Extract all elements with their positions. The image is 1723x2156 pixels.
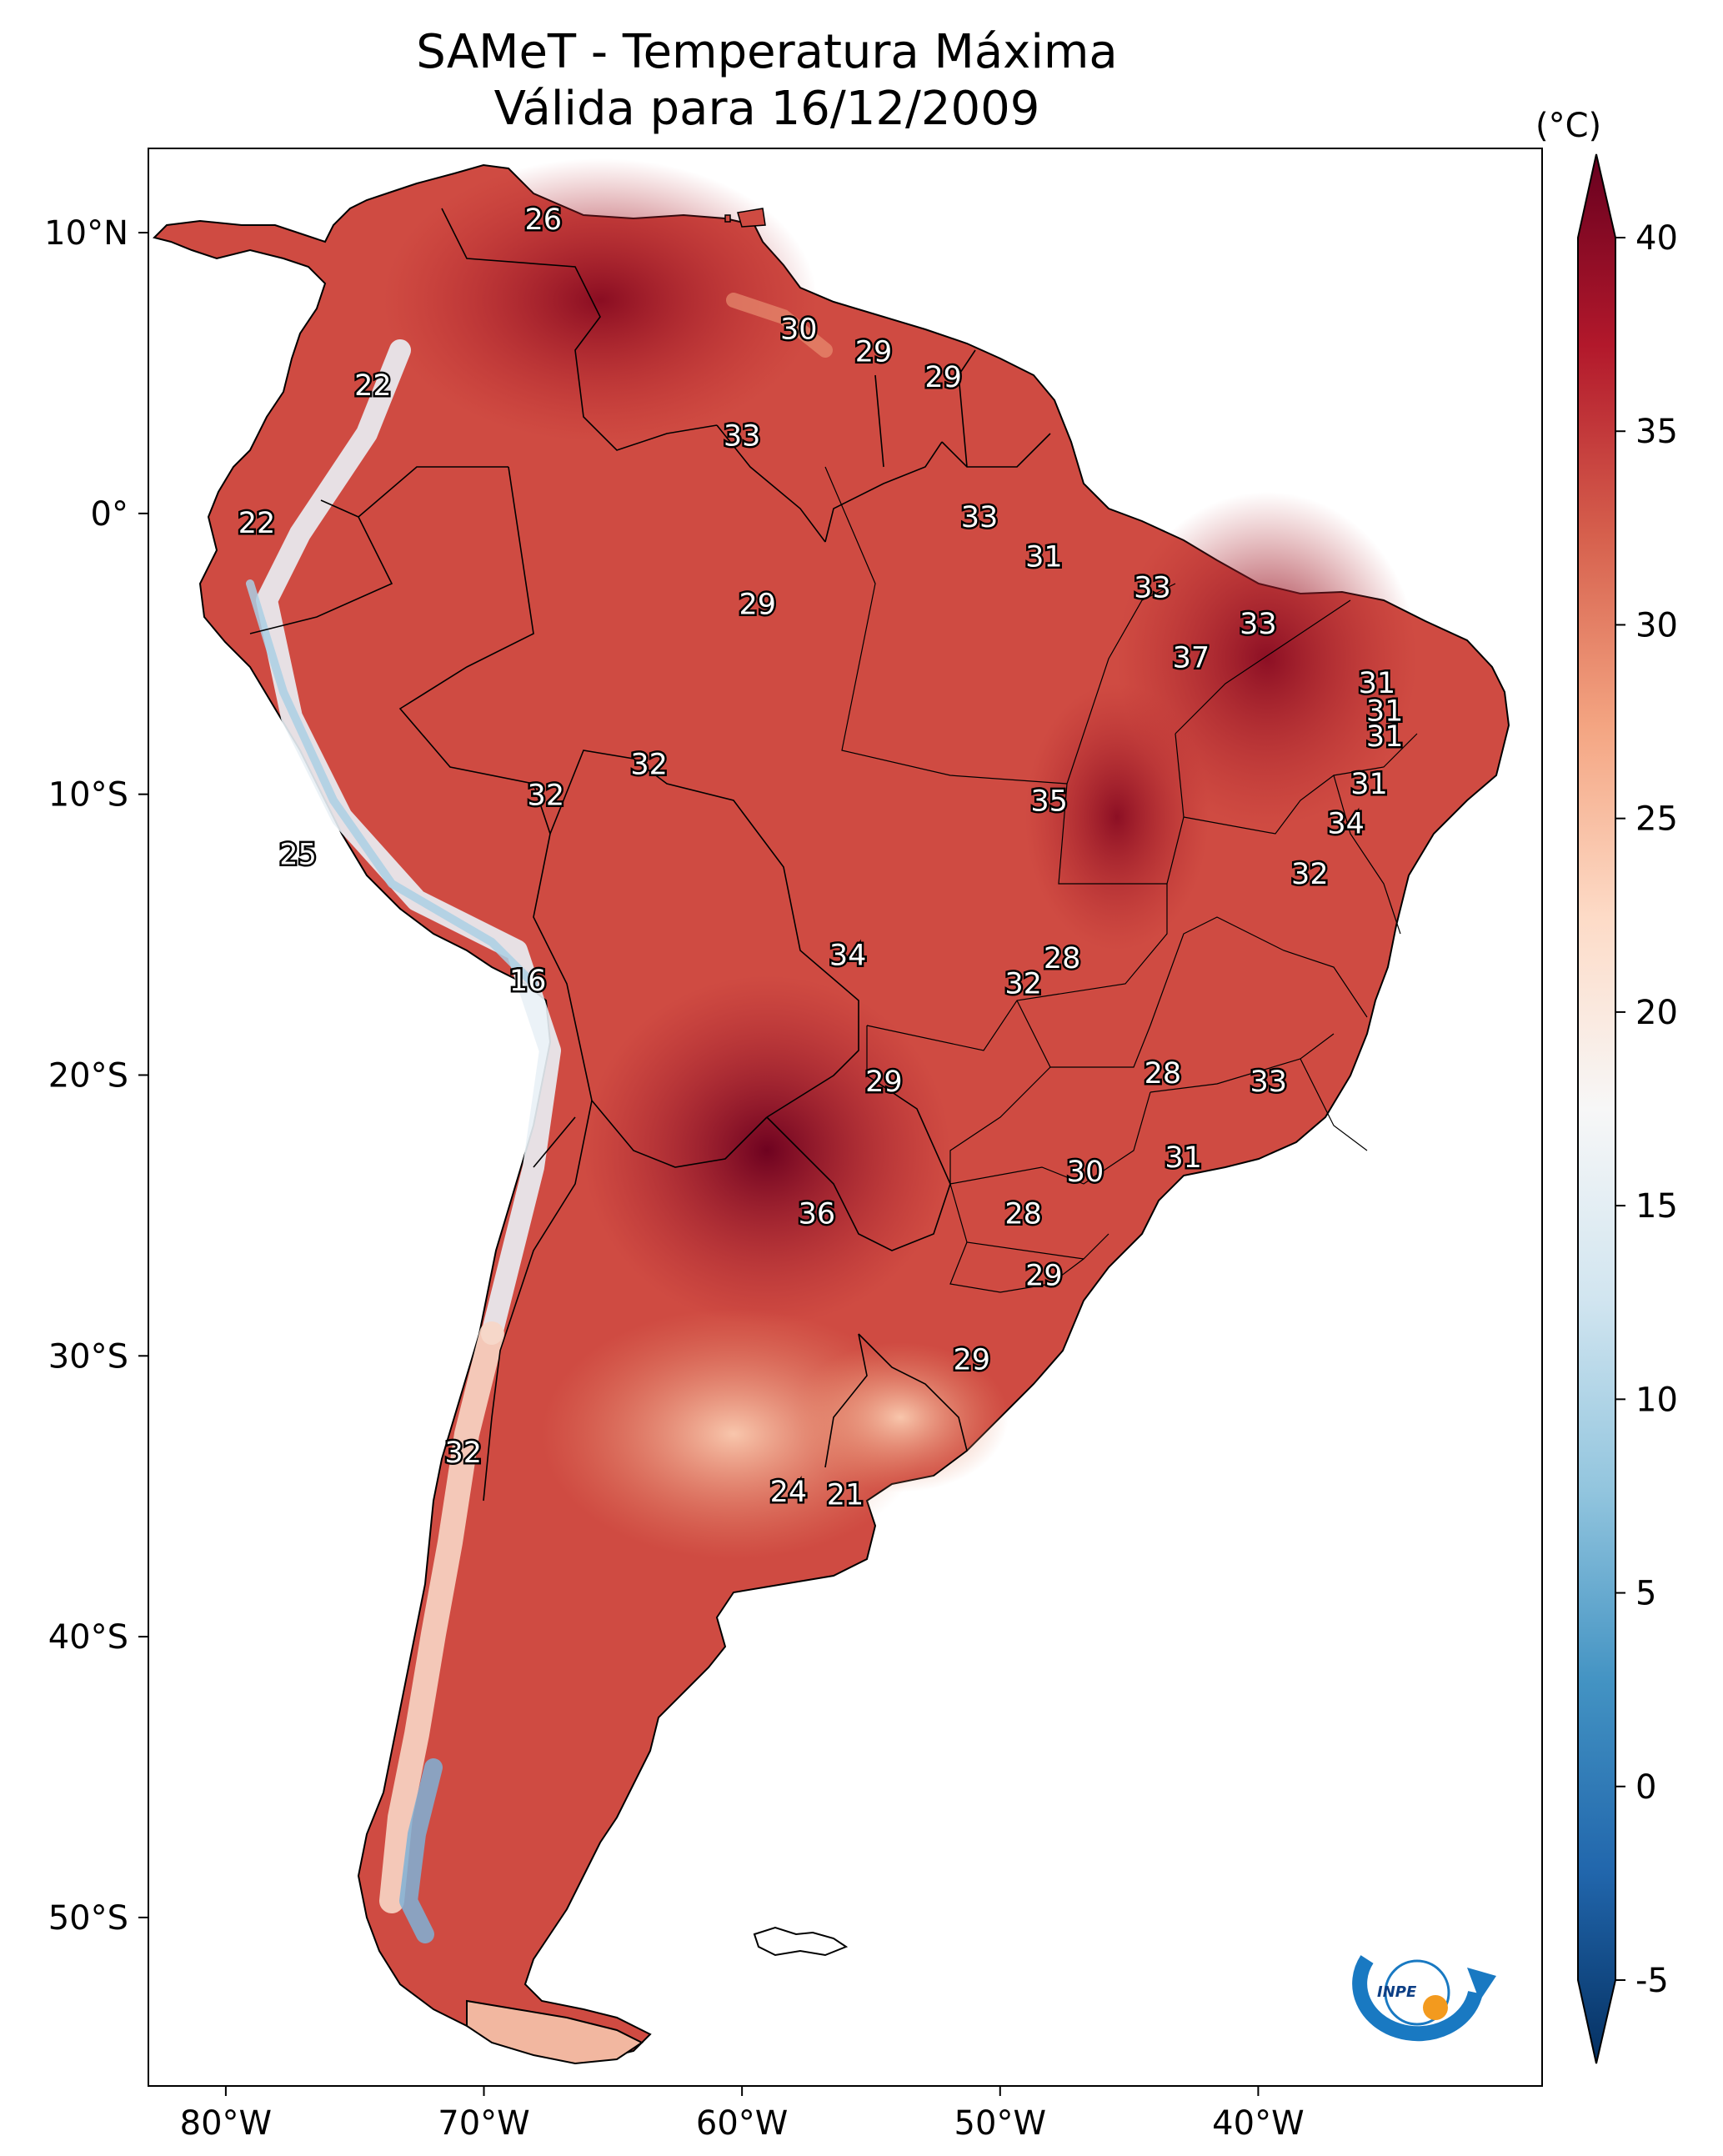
lat-label: 0° (91, 495, 128, 534)
colorbar-tick-label: 25 (1635, 800, 1678, 839)
lat-label: 10°S (48, 776, 128, 815)
lat-label: 50°S (48, 1899, 128, 1938)
contour-label: 28 (1144, 1057, 1182, 1091)
colorbar: 40 35 30 25 20 15 10 5 0 -5 (1577, 153, 1678, 2064)
colorbar-tick-label: 15 (1635, 1187, 1678, 1226)
caribbean-islands (724, 208, 766, 228)
contour-label: 29 (865, 1065, 903, 1099)
contour-label: 29 (924, 361, 962, 394)
colorbar-tick-label: 40 (1635, 219, 1678, 258)
longitude-axis: 80°W 70°W 60°W 50°W 40°W (180, 2086, 1305, 2143)
contour-label: 29 (953, 1344, 990, 1377)
lon-label: 70°W (438, 2104, 529, 2143)
contour-label: 31 (1366, 720, 1404, 754)
colorbar-tick-label: 10 (1635, 1381, 1678, 1419)
contour-label: 33 (1240, 608, 1277, 641)
lat-label: 10°N (44, 214, 128, 253)
contour-label: 29 (855, 336, 893, 369)
contour-label: 32 (444, 1436, 482, 1470)
contour-label: 31 (1165, 1141, 1202, 1175)
contour-label: 32 (630, 749, 668, 782)
lat-label: 30°S (48, 1337, 128, 1376)
contour-label: 31 (1350, 768, 1388, 801)
contour-label: 34 (1327, 807, 1365, 840)
logo-sun (1423, 1995, 1448, 2020)
contour-label: 25 (279, 838, 317, 871)
contour-label: 29 (739, 589, 776, 622)
state-borders (824, 466, 1418, 1293)
map-subtitle: Válida para 16/12/2009 (493, 82, 1040, 136)
contour-label: 33 (1134, 571, 1171, 604)
heat-field-chaco (584, 975, 950, 1326)
contour-label: 33 (1250, 1065, 1288, 1099)
contour-label: 31 (1359, 667, 1396, 700)
patagonia-cold-band (399, 1758, 443, 1943)
inpe-logo: INPE (1352, 1955, 1496, 2042)
lon-label: 80°W (180, 2104, 272, 2143)
colorbar-unit: (°C) (1535, 107, 1602, 145)
colorbar-tick-label: -5 (1635, 1962, 1669, 2000)
cool-field-uruguay (792, 1342, 1009, 1492)
contour-label: 29 (1025, 1260, 1063, 1293)
contour-label: 31 (1366, 695, 1404, 729)
colorbar-body (1577, 153, 1616, 2064)
colorbar-ticks: 40 35 30 25 20 15 10 5 0 -5 (1615, 219, 1678, 2000)
contour-label: 33 (961, 501, 999, 534)
colorbar-tick-label: 0 (1635, 1768, 1656, 1807)
contour-label: 22 (354, 369, 392, 403)
lon-label: 50°W (954, 2104, 1046, 2143)
contour-label: 36 (799, 1198, 836, 1231)
contour-label: 30 (780, 313, 818, 347)
colorbar-tick-label: 20 (1635, 994, 1678, 1032)
colorbar-tick-label: 5 (1635, 1575, 1656, 1613)
contour-label: 26 (524, 203, 562, 237)
logo-text: INPE (1377, 1983, 1417, 2001)
lon-label: 40°W (1212, 2104, 1304, 2143)
contour-label: 16 (509, 965, 547, 998)
andes-cold-core (246, 579, 538, 988)
contour-label: 37 (1173, 642, 1210, 675)
contour-label: 35 (1030, 785, 1068, 818)
guiana-highlands-cool (726, 293, 833, 358)
latitude-axis: 10°N 0° 10°S 20°S 30°S 40°S 50°S (44, 214, 148, 1938)
lon-label: 60°W (696, 2104, 788, 2143)
falkland-islands (753, 1926, 849, 1957)
contour-label: 30 (1067, 1156, 1104, 1189)
contour-label: 28 (1044, 942, 1081, 975)
country-borders (249, 208, 1051, 1502)
contour-label: 28 (1004, 1198, 1042, 1231)
andes-south-cool (379, 1321, 504, 1913)
logo-arrow (1467, 1968, 1496, 2001)
contour-label: 32 (1291, 858, 1329, 891)
heat-field-north (383, 158, 817, 442)
contour-label: 22 (238, 507, 276, 540)
contour-label: 32 (528, 780, 565, 813)
tierra-del-fuego (466, 1999, 644, 2065)
contour-label: 31 (1025, 540, 1063, 574)
contour-label: 24 (770, 1476, 808, 1509)
contour-label: 33 (724, 420, 761, 454)
colorbar-tick-label: 35 (1635, 413, 1678, 451)
contour-label: 34 (829, 940, 867, 973)
lat-label: 40°S (48, 1618, 128, 1657)
contour-label: 21 (827, 1478, 864, 1512)
map-border (148, 148, 1543, 2087)
map-title: SAMeT - Temperatura Máxima (416, 25, 1118, 79)
lat-label: 20°S (48, 1056, 128, 1095)
logo-arc (1352, 1955, 1483, 2042)
logo-orbit (1384, 1959, 1450, 2026)
colorbar-tick-label: 30 (1635, 606, 1678, 644)
contour-label: 32 (1004, 967, 1042, 1000)
